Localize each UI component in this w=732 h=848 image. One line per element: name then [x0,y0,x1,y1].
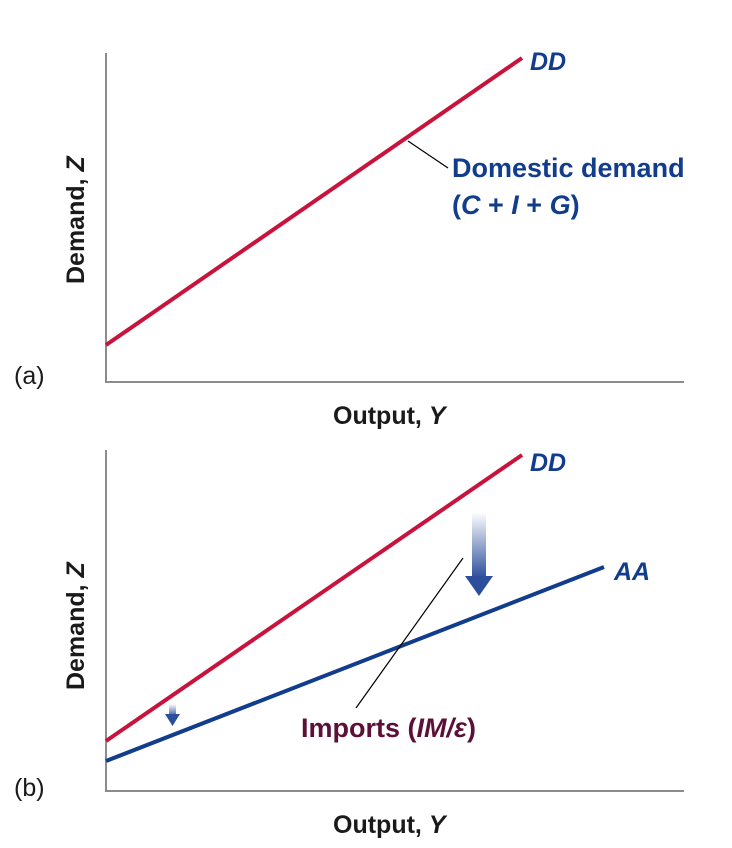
panel-a-axes [105,53,684,383]
small-down-arrow-icon [165,704,180,726]
panel-b-dd-label: DD [530,449,566,477]
panel-b-tag: (b) [14,774,45,802]
panel-b-axes [105,450,684,792]
panel-a-dd-label: DD [530,48,566,76]
panel-a: DD Domestic demand (C + I + G) Demand, Z… [14,48,685,430]
panel-b-x-axis-title: Output, Y [333,811,448,839]
panel-b-imports-label: Imports (IM/ε) [301,713,476,743]
panel-b-aa-line [105,565,605,763]
panel-b-dd-line [104,453,524,743]
panel-a-tag: (a) [14,362,45,390]
panel-a-dd-line [104,56,524,347]
panel-a-leader-line [407,140,449,169]
panel-a-annotation-line2: (C + I + G) [452,190,580,220]
large-down-arrow-icon [465,512,493,596]
panel-a-y-axis-title: Demand, Z [62,154,90,284]
panel-b-leader-line [355,557,464,709]
panel-b: DD AA Imports (IM/ε) Demand, Z Output, Y… [14,449,684,839]
panel-a-x-axis-title: Output, Y [333,402,448,430]
panel-b-y-axis-title: Demand, Z [62,560,90,690]
panel-a-annotation-line1: Domestic demand [452,153,685,183]
panel-b-aa-label: AA [613,558,650,586]
